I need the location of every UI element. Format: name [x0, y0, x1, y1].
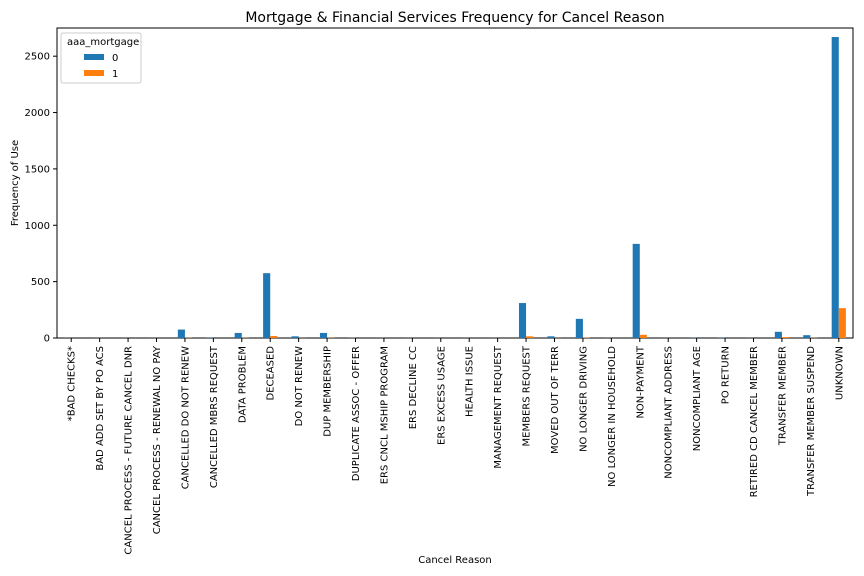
x-tick-label-20: NON-PAYMENT: [635, 345, 646, 418]
x-tick-label-2: CANCEL PROCESS - FUTURE CANCEL DNR: [124, 346, 135, 555]
x-tick-label-15: MANAGEMENT REQUEST: [493, 345, 504, 469]
bar-series-0-6: [234, 332, 242, 338]
x-tick-label-27: UNKNOWN: [834, 346, 845, 400]
bar-series-1-16: [526, 336, 534, 338]
legend-title: aaa_mortgage: [67, 37, 139, 48]
bar-series-0-20: [632, 243, 640, 338]
x-tick-label-12: ERS DECLINE CC: [408, 346, 419, 429]
x-tick-label-21: NONCOMPLIANT ADDRESS: [664, 346, 675, 479]
bar-series-0-4: [177, 329, 185, 338]
x-tick-label-8: DO NOT RENEW: [294, 346, 305, 426]
bar-series-1-25: [781, 337, 790, 338]
bar-series-1-20: [639, 334, 647, 338]
bar-series-1-7: [270, 335, 278, 338]
x-tick-label-24: RETIRED CD CANCEL MEMBER: [749, 346, 760, 497]
x-axis: *BAD CHECKS* BAD ADD SET BY PO ACS CANCEL …: [67, 338, 845, 555]
legend: aaa_mortgage 0 1: [60, 32, 142, 84]
x-tick-label-0: *BAD CHECKS*: [67, 346, 78, 421]
x-tick-label-23: PO RETURN: [721, 346, 732, 404]
x-tick-label-11: ERS CNCL MSHIP PROGRAM: [379, 346, 390, 484]
y-tick-label-4: 2000: [25, 108, 50, 119]
legend-swatch-1: [84, 70, 104, 76]
x-tick-label-14: HEALTH ISSUE: [465, 346, 476, 417]
x-tick-label-26: TRANSFER MEMBER SUSPEND: [806, 346, 817, 497]
x-tick-label-3: CANCEL PROCESS - RENEWAL NO PAY: [152, 345, 163, 534]
bar-series-0-27: [831, 37, 839, 339]
bar-series-0-8: [291, 336, 299, 338]
x-tick-label-5: CANCELLED MBRS REQUEST: [209, 345, 220, 488]
bar-series-0-26: [803, 335, 811, 338]
plot-frame: [56, 27, 854, 339]
x-tick-label-7: DECEASED: [266, 346, 277, 401]
x-tick-label-17: MOVED OUT OF TERR: [550, 346, 561, 454]
bar-series-0-16: [518, 303, 527, 338]
bar-series-0-18: [575, 318, 583, 338]
x-axis-label: Cancel Reason: [418, 555, 492, 566]
chart-title: Mortgage & Financial Services Frequency …: [245, 10, 664, 26]
x-tick-label-10: DUPLICATE ASSOC - OFFER: [351, 346, 362, 481]
bar-series-1-27: [838, 308, 846, 338]
y-tick-label-3: 1500: [25, 164, 50, 175]
x-tick-label-25: TRANSFER MEMBER: [777, 346, 788, 446]
y-tick-label-2: 1000: [25, 221, 50, 232]
bar-series-0-9: [319, 332, 328, 338]
x-tick-label-22: NONCOMPLIANT AGE: [692, 346, 703, 451]
y-axis: 0 500 1000 1500 2000 2500: [25, 52, 57, 345]
x-tick-label-19: NO LONGER IN HOUSEHOLD: [607, 346, 618, 487]
legend-entry-1: 1: [112, 69, 118, 80]
legend-entry-0: 0: [112, 53, 118, 64]
y-tick-label-5: 2500: [25, 52, 50, 63]
x-tick-label-16: MEMBERS REQUEST: [522, 345, 533, 446]
plot-area: [56, 27, 854, 339]
legend-swatch-0: [84, 54, 104, 60]
bar-series-0-17: [547, 336, 555, 338]
bar-series-0-25: [774, 331, 782, 338]
x-tick-label-6: DATA PROBLEM: [237, 346, 248, 423]
y-tick-label-1: 500: [31, 277, 50, 288]
y-tick-label-0: 0: [44, 334, 50, 345]
x-tick-label-18: NO LONGER DRIVING: [578, 346, 589, 452]
x-tick-label-4: CANCELLED DO NOT RENEW: [180, 346, 191, 489]
y-axis-label: Frequency of Use: [10, 140, 21, 226]
bar-series-0-7: [263, 273, 271, 338]
x-tick-label-1: BAD ADD SET BY PO ACS: [95, 346, 106, 471]
bars: [64, 37, 846, 339]
x-tick-label-9: DUP MEMBERSHIP: [323, 346, 334, 437]
x-tick-label-13: ERS EXCESS USAGE: [436, 346, 447, 445]
